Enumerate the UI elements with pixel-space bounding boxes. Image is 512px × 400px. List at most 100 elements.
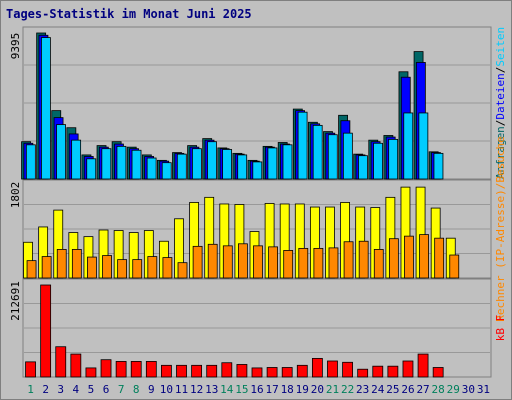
y-max-label: 9395 bbox=[9, 33, 22, 60]
bar-besuche bbox=[434, 237, 445, 279]
bar-kb bbox=[161, 364, 172, 378]
bar-kb bbox=[266, 367, 278, 378]
legend-middle: Rechner (IP-Adresse)/Besuche bbox=[494, 136, 507, 321]
bar-kb bbox=[236, 364, 248, 378]
bars bbox=[25, 284, 444, 378]
bar-seiten bbox=[116, 145, 127, 180]
bar-besuche bbox=[238, 243, 248, 279]
bar-kb bbox=[432, 367, 444, 378]
bar-seiten bbox=[41, 37, 51, 180]
x-tick-label: 5 bbox=[88, 383, 95, 396]
bar-besuche bbox=[207, 243, 218, 279]
bar-kb bbox=[85, 367, 97, 378]
bar-besuche bbox=[147, 256, 158, 279]
bar-seiten bbox=[101, 148, 112, 180]
bar-kb bbox=[387, 365, 399, 378]
bar-kb bbox=[145, 361, 157, 378]
bar-kb bbox=[115, 361, 127, 378]
bar-seiten bbox=[358, 155, 368, 180]
bar-kb bbox=[55, 346, 67, 378]
x-tick-label: 1 bbox=[27, 383, 34, 396]
legend-item: / bbox=[494, 120, 507, 127]
bar-kb bbox=[357, 368, 369, 378]
bar-seiten bbox=[297, 111, 308, 180]
legend-item: Seiten bbox=[494, 27, 507, 67]
legend-item: kB F bbox=[494, 315, 507, 342]
legend-top: Anfragen/Dateien/Seiten bbox=[494, 27, 507, 179]
x-tick-label: 8 bbox=[133, 383, 140, 396]
y-max-label: 1802 bbox=[9, 182, 22, 209]
x-tick-label: 30 bbox=[462, 383, 475, 396]
bar-kb bbox=[191, 364, 203, 378]
bar-seiten bbox=[267, 147, 278, 180]
bar-besuche bbox=[102, 255, 112, 279]
bar-besuche bbox=[132, 259, 143, 279]
bar-kb bbox=[25, 361, 36, 378]
bar-seiten bbox=[237, 154, 248, 180]
bar-besuche bbox=[283, 250, 294, 279]
bar-seiten bbox=[373, 142, 383, 180]
bar-kb bbox=[296, 364, 308, 378]
x-tick-label: 3 bbox=[57, 383, 64, 396]
panel-middle: 1802 Rechner (IP-Adresse)/Besuche bbox=[9, 136, 507, 321]
x-tick-label: 24 bbox=[371, 383, 385, 396]
bar-kb bbox=[206, 364, 218, 378]
bar-seiten bbox=[131, 149, 142, 180]
x-tick-label: 31 bbox=[477, 383, 490, 396]
bar-kb bbox=[251, 367, 263, 378]
legend-item: Anfragen bbox=[494, 126, 507, 179]
x-tick-label: 15 bbox=[235, 383, 248, 396]
bar-besuche bbox=[253, 245, 263, 279]
bars bbox=[23, 186, 460, 279]
x-tick-label: 11 bbox=[175, 383, 188, 396]
bar-kb bbox=[342, 361, 353, 378]
bar-kb bbox=[130, 361, 142, 378]
bar-besuche bbox=[373, 249, 384, 279]
bar-seiten bbox=[388, 138, 399, 180]
x-tick-label: 17 bbox=[265, 383, 278, 396]
gridlines bbox=[24, 303, 490, 353]
x-tick-label: 21 bbox=[326, 383, 339, 396]
bar-seiten bbox=[207, 141, 217, 180]
bar-besuche bbox=[26, 260, 37, 279]
x-tick-label: 27 bbox=[416, 383, 429, 396]
x-tick-label: 13 bbox=[205, 383, 218, 396]
bar-besuche bbox=[117, 259, 128, 279]
legend-bottom: kB F bbox=[494, 315, 507, 342]
bar-besuche bbox=[162, 257, 173, 279]
bar-kb bbox=[221, 362, 233, 378]
bar-seiten bbox=[86, 158, 97, 180]
x-axis: 1 2 3 4 5 6 7 8 9 10 11 12 13 14 15 16 17 18 19 20 21 22 23 24 2… bbox=[27, 383, 490, 396]
bar-seiten bbox=[71, 139, 82, 180]
x-tick-label: 6 bbox=[103, 383, 110, 396]
x-tick-label: 26 bbox=[401, 383, 414, 396]
bar-seiten bbox=[327, 134, 338, 180]
bar-besuche bbox=[343, 241, 354, 279]
x-tick-label: 23 bbox=[356, 383, 369, 396]
bar-besuche bbox=[298, 247, 309, 279]
x-tick-label: 19 bbox=[296, 383, 309, 396]
x-tick-label: 14 bbox=[220, 383, 234, 396]
bar-seiten bbox=[418, 112, 429, 180]
bars bbox=[21, 32, 444, 180]
chart-title: Tages-Statistik im Monat Juni 2025 bbox=[6, 7, 252, 21]
bar-kb bbox=[40, 284, 52, 378]
bar-seiten bbox=[282, 144, 293, 180]
bar-besuche bbox=[268, 246, 278, 279]
x-tick-label: 20 bbox=[311, 383, 324, 396]
bar-kb bbox=[372, 365, 384, 378]
bar-seiten bbox=[403, 112, 414, 180]
bar-seiten bbox=[176, 153, 187, 180]
bar-besuche bbox=[388, 238, 399, 279]
x-tick-label: 2 bbox=[42, 383, 49, 396]
bar-seiten bbox=[146, 157, 157, 180]
x-tick-label: 18 bbox=[281, 383, 294, 396]
y-max-label: 212691 bbox=[9, 281, 22, 321]
legend-item: / bbox=[494, 183, 507, 190]
bar-besuche bbox=[419, 234, 429, 279]
bar-seiten bbox=[312, 124, 323, 180]
bar-seiten bbox=[222, 149, 233, 180]
x-tick-label: 4 bbox=[73, 383, 80, 396]
